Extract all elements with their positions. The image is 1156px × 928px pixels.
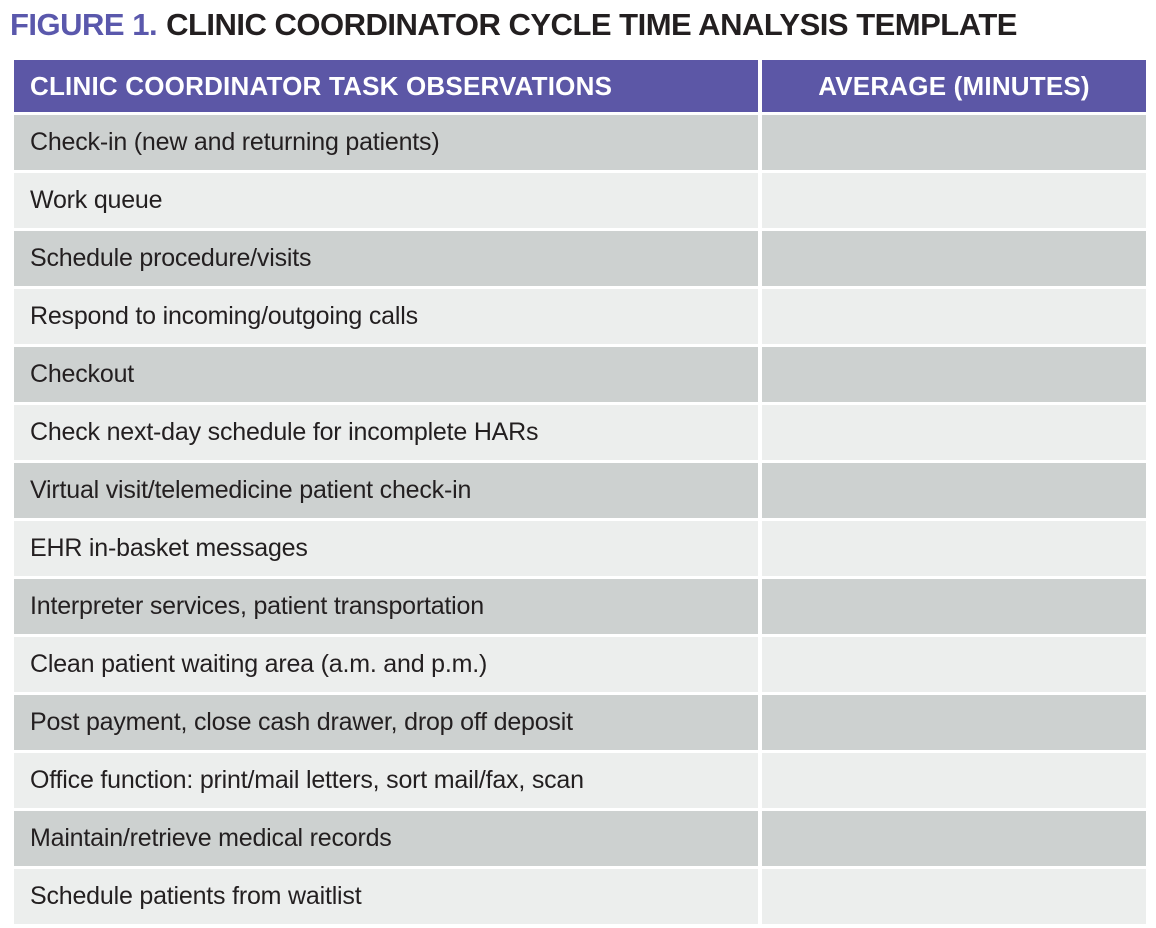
task-cell: Office function: print/mail letters, sor… [14, 753, 758, 808]
average-cell [762, 521, 1146, 576]
cycle-time-table: CLINIC COORDINATOR TASK OBSERVATIONS AVE… [14, 60, 1146, 924]
average-cell [762, 695, 1146, 750]
figure-label: FIGURE 1. [10, 7, 158, 42]
task-cell: Schedule procedure/visits [14, 231, 758, 286]
task-cell: Virtual visit/telemedicine patient check… [14, 463, 758, 518]
task-cell: Clean patient waiting area (a.m. and p.m… [14, 637, 758, 692]
column-header-average-minutes: AVERAGE (MINUTES) [762, 60, 1146, 112]
average-cell [762, 869, 1146, 924]
task-cell: Maintain/retrieve medical records [14, 811, 758, 866]
task-cell: Schedule patients from waitlist [14, 869, 758, 924]
average-cell [762, 405, 1146, 460]
figure-title: FIGURE 1. CLINIC COORDINATOR CYCLE TIME A… [10, 4, 1017, 46]
average-cell [762, 289, 1146, 344]
average-cell [762, 637, 1146, 692]
task-cell: EHR in-basket messages [14, 521, 758, 576]
average-cell [762, 347, 1146, 402]
task-cell: Interpreter services, patient transporta… [14, 579, 758, 634]
task-cell: Post payment, close cash drawer, drop of… [14, 695, 758, 750]
average-cell [762, 173, 1146, 228]
average-cell [762, 811, 1146, 866]
task-cell: Check-in (new and returning patients) [14, 115, 758, 170]
task-cell: Check next-day schedule for incomplete H… [14, 405, 758, 460]
task-cell: Work queue [14, 173, 758, 228]
average-cell [762, 463, 1146, 518]
column-header-task-observations: CLINIC COORDINATOR TASK OBSERVATIONS [14, 60, 758, 112]
task-cell: Respond to incoming/outgoing calls [14, 289, 758, 344]
task-cell: Checkout [14, 347, 758, 402]
average-cell [762, 115, 1146, 170]
figure-name: CLINIC COORDINATOR CYCLE TIME ANALYSIS T… [166, 7, 1017, 42]
average-cell [762, 579, 1146, 634]
average-cell [762, 753, 1146, 808]
average-cell [762, 231, 1146, 286]
